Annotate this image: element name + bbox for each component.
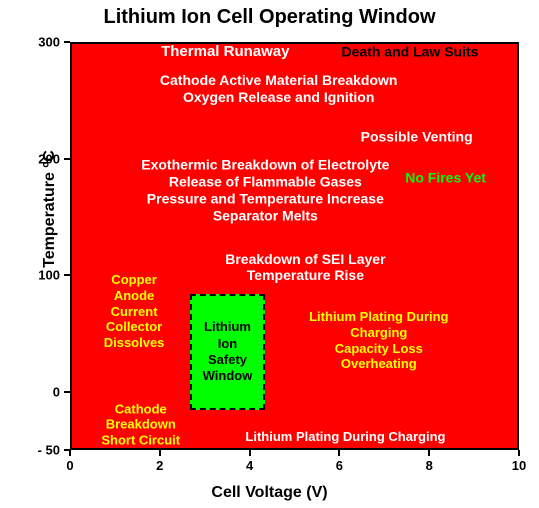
annotation: Lithium Plating During Charging Capacity… bbox=[309, 309, 448, 371]
annotation: Cathode Active Material Breakdown Oxygen… bbox=[160, 72, 398, 106]
annotation: Possible Venting bbox=[361, 129, 473, 146]
y-tick-label: 200 bbox=[24, 151, 60, 166]
chart-container: Lithium Ion Cell Operating Window Temper… bbox=[0, 0, 539, 508]
y-tick-label: 0 bbox=[24, 384, 60, 399]
y-tick-label: 100 bbox=[24, 268, 60, 283]
y-tick-mark bbox=[64, 41, 70, 43]
x-tick-label: 0 bbox=[66, 458, 73, 473]
annotation: Death and Law Suits bbox=[342, 43, 479, 60]
x-tick-label: 4 bbox=[246, 458, 253, 473]
chart-title: Lithium Ion Cell Operating Window bbox=[0, 6, 539, 29]
x-tick-mark bbox=[249, 450, 251, 456]
x-tick-label: 2 bbox=[156, 458, 163, 473]
annotation: Breakdown of SEI Layer Temperature Rise bbox=[225, 251, 385, 285]
annotation: Lithium Plating During Charging bbox=[245, 430, 445, 446]
x-tick-label: 6 bbox=[336, 458, 343, 473]
safety-window-box: Lithium Ion Safety Window bbox=[190, 294, 266, 409]
y-tick-mark bbox=[64, 391, 70, 393]
plot-area: Lithium Ion Safety Window Thermal Runawa… bbox=[70, 42, 519, 450]
x-tick-mark bbox=[159, 450, 161, 456]
annotation: No Fires Yet bbox=[405, 169, 486, 186]
annotation: Cathode Breakdown Short Circuit bbox=[101, 401, 180, 448]
annotation: Copper Anode Current Collector Dissolves bbox=[104, 273, 165, 351]
y-tick-mark bbox=[64, 158, 70, 160]
y-tick-label: - 50 bbox=[24, 443, 60, 458]
x-axis-title: Cell Voltage (V) bbox=[0, 484, 539, 502]
x-tick-mark bbox=[338, 450, 340, 456]
y-tick-mark bbox=[64, 449, 70, 451]
y-tick-label: 300 bbox=[24, 35, 60, 50]
x-tick-mark bbox=[518, 450, 520, 456]
y-tick-mark bbox=[64, 274, 70, 276]
annotation: Thermal Runaway bbox=[161, 43, 289, 61]
annotation: Exothermic Breakdown of Electrolyte Rele… bbox=[141, 157, 389, 224]
x-tick-label: 10 bbox=[512, 458, 526, 473]
x-tick-label: 8 bbox=[426, 458, 433, 473]
x-tick-mark bbox=[428, 450, 430, 456]
